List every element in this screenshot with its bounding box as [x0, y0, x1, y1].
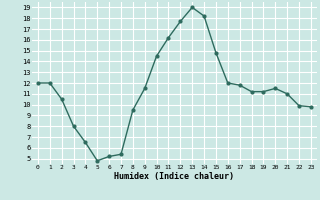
X-axis label: Humidex (Indice chaleur): Humidex (Indice chaleur): [115, 172, 234, 181]
